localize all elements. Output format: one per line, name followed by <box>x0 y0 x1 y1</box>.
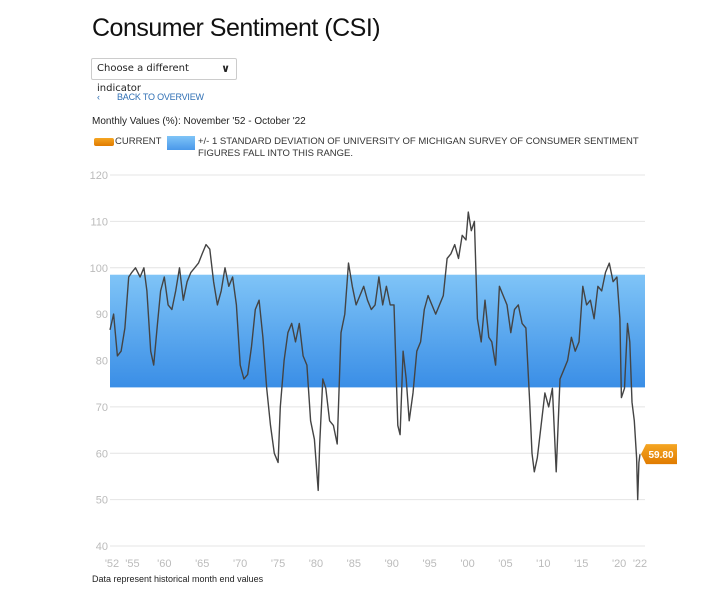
x-tick-label: '52 <box>105 558 119 570</box>
chevron-left-icon: ‹ <box>97 92 100 102</box>
x-tick-label: '95 <box>422 558 436 570</box>
y-tick-label: 50 <box>96 495 108 507</box>
x-tick-label: '00 <box>460 558 474 570</box>
dropdown-label: Choose a different indicator <box>97 63 189 94</box>
page-title: Consumer Sentiment (CSI) <box>92 14 381 42</box>
legend-band-swatch <box>167 136 195 150</box>
x-tick-label: '05 <box>498 558 512 570</box>
y-tick-label: 110 <box>90 216 108 228</box>
x-tick-label: '80 <box>309 558 323 570</box>
x-tick-label: '15 <box>574 558 588 570</box>
y-tick-label: 90 <box>96 309 108 321</box>
back-to-overview-link[interactable]: ‹ BACK TO OVERVIEW <box>97 92 204 102</box>
y-tick-label: 120 <box>90 170 108 182</box>
footnote: Data represent historical month end valu… <box>92 574 264 584</box>
chart-subtitle: Monthly Values (%): November '52 - Octob… <box>92 116 306 127</box>
x-tick-label: '20 <box>612 558 626 570</box>
sentiment-line <box>109 211 641 501</box>
current-value-badge <box>641 444 677 465</box>
x-tick-label: '60 <box>157 558 171 570</box>
x-tick-label: '85 <box>347 558 361 570</box>
legend-band-label: +/- 1 STANDARD DEVIATION OF UNIVERSITY O… <box>198 136 639 159</box>
y-tick-label: 100 <box>90 263 108 275</box>
y-tick-label: 60 <box>96 448 108 460</box>
indicator-dropdown[interactable]: Choose a different indicator ∨ <box>91 58 237 94</box>
x-tick-label: '70 <box>233 558 247 570</box>
x-tick-label: '75 <box>271 558 285 570</box>
x-tick-label: '55 <box>125 558 139 570</box>
x-tick-label: '22 <box>633 558 647 570</box>
legend-current-swatch <box>94 138 114 146</box>
y-tick-label: 40 <box>96 541 108 553</box>
back-label: BACK TO OVERVIEW <box>117 92 204 102</box>
y-tick-label: 80 <box>96 356 108 368</box>
x-tick-label: '10 <box>536 558 550 570</box>
x-tick-label: '65 <box>195 558 209 570</box>
y-tick-label: 70 <box>96 402 108 414</box>
x-tick-label: '90 <box>385 558 399 570</box>
chevron-down-icon: ∨ <box>221 62 230 75</box>
legend-current-label: CURRENT <box>115 136 162 147</box>
current-value-label: 59.80 <box>648 450 673 461</box>
std-dev-band <box>110 274 645 388</box>
